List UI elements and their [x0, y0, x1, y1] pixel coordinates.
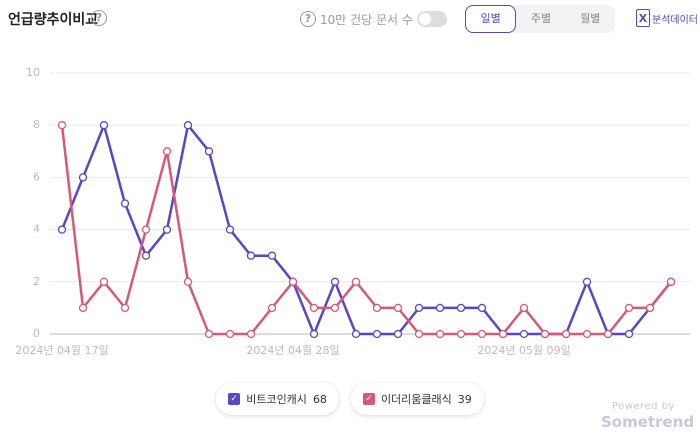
- point: [162, 225, 172, 234]
- x-tick-label: 2024년 04월 17일: [15, 343, 108, 357]
- point: [183, 277, 193, 286]
- excel-icon: X: [636, 9, 650, 27]
- point: [624, 303, 634, 313]
- legend-swatch: ✓: [362, 393, 375, 405]
- legend-label: 이더리움클래식: [380, 393, 452, 406]
- legend-item[interactable]: ✓ 비트코인캐시 68: [216, 383, 339, 415]
- point: [666, 277, 676, 286]
- point: [309, 303, 319, 313]
- help-icon[interactable]: ?: [91, 10, 107, 26]
- legend-total: 68: [312, 392, 327, 406]
- point: [267, 303, 277, 313]
- y-tick-label: 2: [33, 275, 40, 288]
- x-tick-label: 2024년 05월 09일: [477, 343, 570, 357]
- point: [372, 329, 382, 339]
- point: [519, 329, 529, 339]
- point: [393, 329, 403, 339]
- y-tick-label: 10: [26, 66, 40, 79]
- point: [246, 251, 256, 260]
- y-tick-label: 0: [33, 327, 40, 340]
- point: [78, 303, 88, 313]
- tab[interactable]: 주별: [530, 12, 552, 25]
- point: [414, 329, 424, 339]
- point: [141, 225, 151, 234]
- point: [99, 121, 109, 130]
- powered-by: Powered by: [612, 401, 675, 412]
- toggle-label: 10만 건당 문서 수: [320, 13, 413, 27]
- point: [99, 277, 109, 286]
- point: [519, 303, 529, 313]
- chart: 0 2 4 6 8 10 2024년 04월 17일 2024년 04월 28일 2024년 0…: [15, 66, 690, 357]
- point: [120, 303, 130, 313]
- y-tick-label: 4: [33, 223, 40, 236]
- point: [624, 329, 634, 339]
- point: [204, 147, 214, 156]
- point: [645, 303, 655, 313]
- legend: ✓ 비트코인캐시 68 ✓ 이더리움클래식 39: [0, 383, 700, 415]
- point: [57, 225, 67, 234]
- point: [351, 277, 361, 286]
- legend-item[interactable]: ✓ 이더리움클래식 39: [350, 383, 484, 415]
- y-tick-label: 8: [33, 118, 40, 131]
- point: [162, 147, 172, 156]
- point: [267, 251, 277, 260]
- tab[interactable]: 월별: [580, 12, 601, 25]
- point: [477, 329, 487, 339]
- point: [225, 329, 235, 339]
- point: [330, 277, 340, 286]
- brand: Sometrend: [601, 413, 695, 431]
- y-tick-label: 6: [33, 170, 40, 183]
- point: [498, 329, 508, 339]
- point: [582, 277, 592, 286]
- point: [225, 225, 235, 234]
- export-label: 분석데이터: [652, 14, 698, 26]
- point: [372, 303, 382, 313]
- point: [414, 303, 424, 313]
- tab[interactable]: 일별: [465, 5, 517, 33]
- point: [120, 199, 130, 208]
- legend-total: 39: [457, 392, 472, 406]
- point: [183, 121, 193, 130]
- help-icon[interactable]: ?: [300, 11, 316, 27]
- point: [477, 303, 487, 313]
- point: [456, 329, 466, 339]
- point: [57, 121, 67, 130]
- point: [435, 329, 445, 339]
- point: [603, 329, 613, 339]
- point: [78, 173, 88, 182]
- point: [246, 329, 256, 339]
- export-button[interactable]: X 분석데이터: [636, 9, 698, 27]
- point: [351, 329, 361, 339]
- x-tick-label: 2024년 04월 28일: [246, 343, 339, 357]
- point: [309, 329, 319, 339]
- title: 언급량추이비교: [8, 12, 99, 28]
- point: [435, 303, 445, 313]
- point: [288, 277, 298, 286]
- point: [456, 303, 466, 313]
- point: [561, 329, 571, 339]
- point: [330, 303, 340, 313]
- legend-swatch: ✓: [228, 393, 241, 405]
- point: [141, 251, 151, 260]
- point: [204, 329, 214, 339]
- point: [582, 329, 592, 339]
- point: [393, 303, 403, 313]
- toggle[interactable]: [417, 11, 447, 27]
- point: [540, 329, 550, 339]
- legend-label: 비트코인캐시: [246, 393, 307, 406]
- series-line: [60, 123, 672, 336]
- tabs: 일별 주별 월별: [465, 5, 615, 33]
